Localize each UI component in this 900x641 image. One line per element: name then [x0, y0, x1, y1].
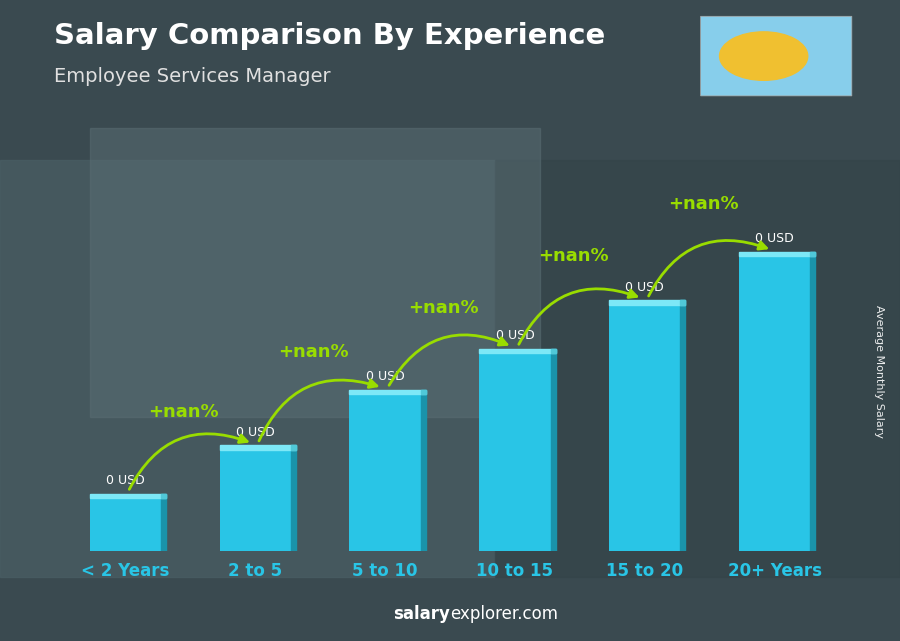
Bar [90, 494, 161, 551]
Bar [680, 300, 686, 551]
Bar [291, 445, 296, 450]
Bar [421, 390, 426, 394]
Bar [551, 349, 555, 551]
Text: +nan%: +nan% [409, 299, 479, 317]
Text: Salary Comparison By Experience: Salary Comparison By Experience [54, 22, 605, 51]
Bar [495, 160, 900, 577]
Bar [421, 390, 426, 551]
Circle shape [720, 32, 808, 80]
Text: +nan%: +nan% [538, 247, 608, 265]
Text: 0 USD: 0 USD [365, 370, 404, 383]
Text: 0 USD: 0 USD [496, 329, 535, 342]
Bar [810, 252, 815, 256]
Bar [479, 349, 551, 551]
Bar [0, 160, 495, 577]
Bar [739, 252, 810, 551]
Bar [551, 349, 555, 353]
Bar [291, 445, 296, 551]
Bar [479, 349, 555, 353]
Bar [739, 252, 815, 256]
Text: explorer.com: explorer.com [450, 605, 558, 623]
Bar [161, 494, 166, 551]
Bar [680, 300, 686, 304]
Text: 0 USD: 0 USD [755, 232, 794, 246]
Bar [90, 494, 166, 498]
Text: +nan%: +nan% [668, 195, 739, 213]
Text: 0 USD: 0 USD [626, 281, 664, 294]
Text: 0 USD: 0 USD [106, 474, 145, 487]
Text: +nan%: +nan% [278, 344, 349, 362]
Bar [810, 252, 815, 551]
Text: salary: salary [393, 605, 450, 623]
Text: 0 USD: 0 USD [236, 426, 274, 438]
Text: Average Monthly Salary: Average Monthly Salary [874, 305, 885, 438]
FancyBboxPatch shape [700, 16, 851, 96]
Bar [609, 300, 680, 551]
Text: +nan%: +nan% [148, 403, 219, 421]
Bar [349, 390, 421, 551]
Bar [90, 128, 540, 417]
Bar [609, 300, 686, 304]
Bar [349, 390, 426, 394]
Text: Employee Services Manager: Employee Services Manager [54, 67, 330, 87]
Bar [220, 445, 296, 450]
Bar [220, 445, 291, 551]
Bar [161, 494, 166, 498]
